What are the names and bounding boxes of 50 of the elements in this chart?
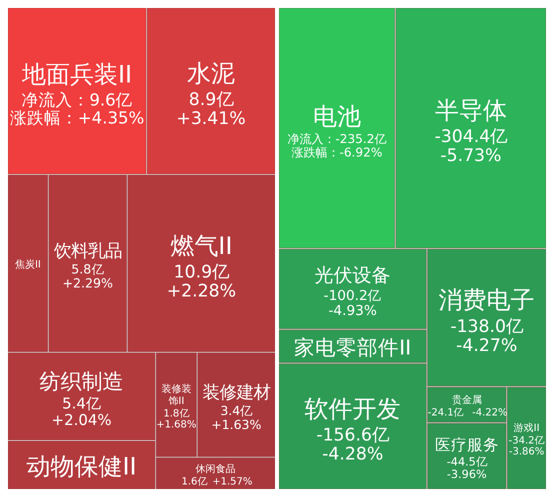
data-label: -44.5亿: [446, 455, 487, 468]
category-label: 软件开发: [304, 394, 401, 423]
data-label: -4.93%: [328, 303, 377, 320]
category-label: 游戏II: [514, 422, 540, 434]
data-label: +2.04%: [52, 411, 112, 430]
data-label: +1.57%: [212, 476, 252, 488]
data-label: -4.27%: [456, 336, 518, 356]
data-label: -34.2亿: [508, 436, 545, 447]
category-label: 水泥: [187, 60, 236, 88]
data-label: 5.8亿: [71, 262, 104, 277]
category-label: 电池: [312, 102, 361, 130]
data-label: 3.4亿: [220, 403, 252, 418]
data-label: 涨跌幅：+4.35%: [10, 108, 144, 128]
category-label: 半导体: [434, 96, 507, 125]
data-label: -304.4亿: [434, 127, 508, 148]
data-label: -24.1亿: [428, 408, 464, 419]
data-label: +3.41%: [176, 109, 246, 130]
data-label: 8.9亿: [188, 90, 234, 110]
category-label: 纺织制造: [40, 369, 124, 394]
data-label: -138.0亿: [450, 316, 524, 337]
category-label: 燃气II: [170, 232, 232, 260]
data-label: +2.29%: [62, 276, 114, 291]
category-label: 地面兵装II: [20, 60, 132, 88]
data-label: +1.68%: [156, 419, 196, 430]
data-label: -3.86%: [508, 446, 544, 458]
data-label: +1.63%: [211, 416, 262, 432]
category-label: 家电零部件II: [294, 335, 412, 360]
data-label: 10.9亿: [174, 262, 230, 283]
data-label: -4.28%: [322, 444, 384, 465]
category-label: 装修建材: [202, 382, 270, 403]
data-label: 净流入：-235.2亿: [287, 132, 386, 146]
data-label: -3.96%: [446, 468, 487, 481]
category-label: 医疗服务: [434, 434, 499, 454]
category-label: 装修装饰II: [161, 382, 192, 407]
data-label: 1.8亿: [163, 408, 190, 420]
data-label: 涨跌幅：-6.92%: [291, 145, 382, 160]
category-label: 贵金属: [452, 394, 482, 406]
category-label: 消费电子: [438, 286, 535, 314]
data-label: -5.73%: [440, 146, 502, 166]
data-label: 5.4亿: [62, 394, 101, 413]
category-label: 光伏设备: [314, 264, 391, 286]
data-label: -156.6亿: [316, 426, 390, 446]
category-label: 动物保健II: [26, 452, 137, 481]
data-label: 1.6亿: [182, 476, 208, 488]
data-label: 净流入：9.6亿: [21, 90, 133, 110]
category-label: 焦炭II: [14, 258, 41, 270]
data-label: +2.28%: [166, 282, 236, 302]
data-label: -100.2亿: [324, 288, 382, 304]
category-label: 休闲食品: [196, 462, 236, 475]
category-label: 饮料乳品: [52, 242, 122, 262]
